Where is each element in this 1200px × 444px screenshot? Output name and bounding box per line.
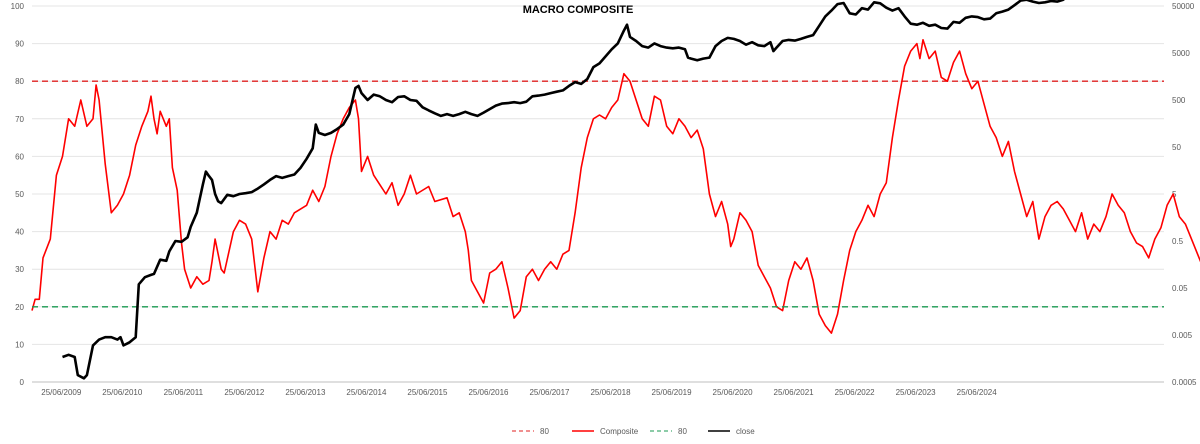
- chart-legend: 80 Composite 80 close: [512, 427, 755, 436]
- y-right-tick-label: 5000: [1172, 49, 1190, 58]
- y-left-tick-label: 10: [15, 340, 24, 349]
- x-tick-label: 25/06/2014: [346, 388, 387, 397]
- x-tick-label: 25/06/2018: [590, 388, 631, 397]
- legend-label: close: [736, 427, 755, 436]
- y-right-tick-label: 0.5: [1172, 237, 1184, 246]
- series-line-close: [62, 0, 1065, 380]
- y-left-tick-label: 60: [15, 152, 24, 161]
- series-layer: [31, 0, 1200, 380]
- y-right-tick-label: 50: [1172, 143, 1181, 152]
- grid-layer: [32, 5, 1164, 345]
- y-right-tick-label: 5: [1172, 190, 1177, 199]
- y-left-tick-label: 40: [15, 228, 24, 237]
- x-tick-label: 25/06/2016: [468, 388, 509, 397]
- y-right-tick-label: 0.05: [1172, 284, 1188, 293]
- x-tick-label: 25/06/2021: [774, 388, 815, 397]
- y-left-tick-label: 0: [20, 378, 25, 387]
- series-line-composite: [31, 39, 1200, 334]
- y-right-tick-label: 0.0005: [1172, 378, 1197, 387]
- x-tick-label: 25/06/2019: [652, 388, 693, 397]
- y-left-tick-label: 80: [15, 77, 24, 86]
- chart-title: MACRO COMPOSITE: [523, 4, 634, 16]
- x-tick-label: 25/06/2023: [896, 388, 937, 397]
- x-tick-label: 25/06/2017: [529, 388, 570, 397]
- x-tick-label: 25/06/2010: [102, 388, 143, 397]
- y-left-tick-label: 30: [15, 265, 24, 274]
- x-tick-label: 25/06/2015: [407, 388, 448, 397]
- x-tick-label: 25/06/2011: [164, 388, 204, 397]
- legend-label: 80: [540, 427, 549, 436]
- y-left-tick-label: 20: [15, 303, 24, 312]
- x-tick-label: 25/06/2024: [957, 388, 998, 397]
- y-right-tick-label: 500: [1172, 96, 1186, 105]
- y-left-tick-label: 70: [15, 115, 24, 124]
- y-right-tick-label: 0.005: [1172, 331, 1193, 340]
- y-left-tick-label: 50: [15, 190, 24, 199]
- axis-layer: 0 10 20 30 40 50 60 70 80 90 100 0.0005 0.005 0.05 0.5…: [11, 2, 1197, 397]
- legend-label: 80: [678, 427, 687, 436]
- x-tick-label: 25/06/2012: [224, 388, 265, 397]
- y-left-tick-label: 90: [15, 40, 24, 49]
- x-tick-label: 25/06/2020: [713, 388, 754, 397]
- x-tick-label: 25/06/2022: [835, 388, 876, 397]
- y-left-tick-label: 100: [11, 2, 25, 11]
- legend-label: Composite: [600, 427, 639, 436]
- y-right-tick-label: 50000: [1172, 2, 1195, 11]
- x-tick-label: 25/06/2009: [41, 388, 82, 397]
- x-tick-label: 25/06/2013: [285, 388, 326, 397]
